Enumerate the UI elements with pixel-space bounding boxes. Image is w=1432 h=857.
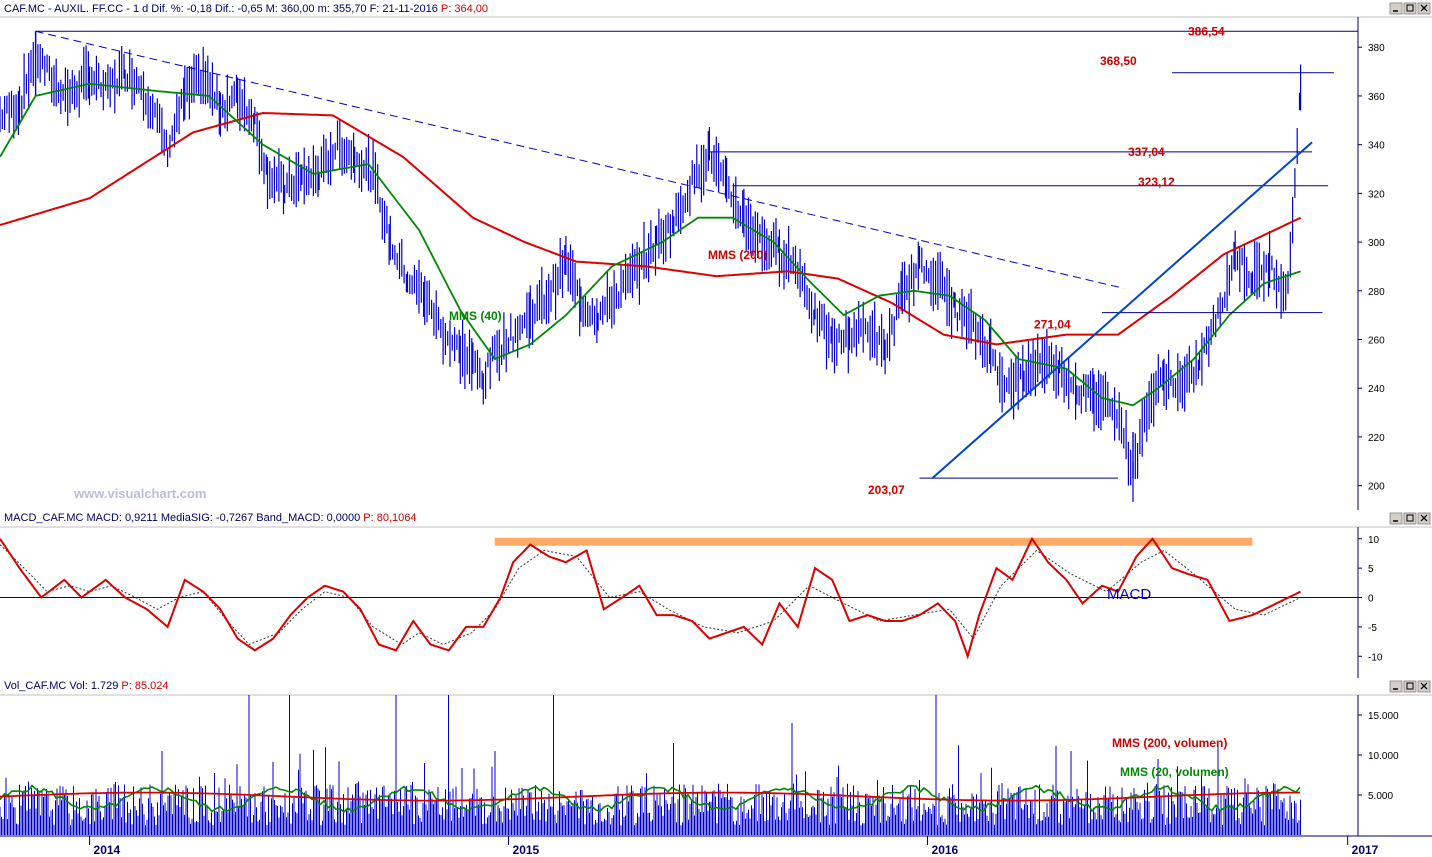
y-tick-label: 15.000 <box>1368 711 1399 722</box>
maximize-icon-frame <box>1403 680 1417 693</box>
y-tick-label: 280 <box>1368 287 1385 298</box>
uptrend-line <box>931 141 1313 480</box>
level-label: 368,50 <box>1100 54 1137 68</box>
macd-band <box>494 537 1253 546</box>
y-tick-label: 340 <box>1368 141 1385 152</box>
maximize-icon-glyph <box>1406 4 1414 12</box>
mms40-line <box>0 82 1301 407</box>
close-icon-glyph <box>1420 682 1428 690</box>
minimize-icon[interactable] <box>1389 2 1403 15</box>
close-icon-glyph <box>1420 4 1428 12</box>
y-tick-label: 240 <box>1368 384 1385 395</box>
volume-header-last: P: 85.024 <box>121 680 168 692</box>
x-tick-label: 2014 <box>94 843 121 857</box>
y-tick-label: 0 <box>1368 594 1374 605</box>
vma200-line <box>0 791 1300 802</box>
level-label: 203,07 <box>868 483 905 497</box>
price-header-info: CAF.MC - AUXIL. FF.CC - 1 d Dif. %: -0,1… <box>4 3 441 15</box>
price-header: CAF.MC - AUXIL. FF.CC - 1 d Dif. %: -0,1… <box>4 3 488 15</box>
y-tick-label: 300 <box>1368 238 1385 249</box>
y-tick-label: 10 <box>1368 535 1380 546</box>
macd-line <box>0 536 1302 660</box>
level-label: 271,04 <box>1034 318 1071 332</box>
panel-header-bar <box>0 678 1432 695</box>
y-tick-label: 320 <box>1368 189 1385 200</box>
macd-header-last: P: 80,1064 <box>363 512 416 524</box>
level-label: 323,12 <box>1138 175 1175 189</box>
minimize-icon-frame <box>1389 2 1403 15</box>
y-tick-label: 5 <box>1368 564 1374 575</box>
volume-header: Vol_CAF.MC Vol: 1.729 P: 85.024 <box>4 680 169 692</box>
price-header-last: P: 364,00 <box>441 3 488 15</box>
level-label: 386,54 <box>1188 24 1225 38</box>
y-tick-label: 360 <box>1368 92 1385 103</box>
volume-header-info: Vol_CAF.MC Vol: 1.729 <box>4 680 121 692</box>
maximize-icon-frame <box>1403 512 1417 525</box>
close-icon-glyph <box>1420 514 1428 522</box>
close-icon[interactable] <box>1417 512 1431 525</box>
y-tick-label: 220 <box>1368 433 1385 444</box>
mms200-line <box>0 111 1302 346</box>
y-tick-label: 10.000 <box>1368 751 1399 762</box>
x-tick-label: 2016 <box>932 843 959 857</box>
maximize-icon-glyph <box>1406 514 1414 522</box>
macd-header-info: MACD_CAF.MC MACD: 0,9211 MediaSIG: -0,72… <box>4 512 363 524</box>
price-bars <box>0 31 1302 502</box>
mms200-label: MMS (200) <box>708 248 767 262</box>
macd-title: MACD <box>1107 586 1151 603</box>
y-tick-label: 200 <box>1368 482 1385 493</box>
y-tick-label: 5.000 <box>1368 791 1393 802</box>
y-tick-label: 380 <box>1368 43 1385 54</box>
minimize-icon[interactable] <box>1389 512 1403 525</box>
minimize-icon-frame <box>1389 680 1403 693</box>
maximize-icon-frame <box>1403 2 1417 15</box>
vma200-label: MMS (200, volumen) <box>1112 736 1227 750</box>
maximize-icon[interactable] <box>1403 680 1417 693</box>
close-icon[interactable] <box>1417 680 1431 693</box>
downtrend-line <box>35 30 1124 289</box>
y-tick-label: -5 <box>1368 623 1377 634</box>
minimize-icon-frame <box>1389 512 1403 525</box>
level-label: 337,04 <box>1128 145 1165 159</box>
panel-header-bar <box>0 0 1432 17</box>
x-tick-label: 2017 <box>1352 843 1379 857</box>
maximize-icon[interactable] <box>1403 512 1417 525</box>
vma20-line <box>0 784 1301 813</box>
maximize-icon-glyph <box>1406 682 1414 690</box>
minimize-icon[interactable] <box>1389 680 1403 693</box>
vma20-label: MMS (20, volumen) <box>1120 765 1229 779</box>
mms40-label: MMS (40) <box>449 309 502 323</box>
maximize-icon[interactable] <box>1403 2 1417 15</box>
watermark: www.visualchart.com <box>73 486 206 501</box>
close-icon[interactable] <box>1417 2 1431 15</box>
panel-header-bar <box>0 510 1432 527</box>
x-tick-label: 2015 <box>513 843 540 857</box>
y-tick-label: 260 <box>1368 336 1385 347</box>
y-tick-label: -10 <box>1368 652 1383 663</box>
macd-header: MACD_CAF.MC MACD: 0,9211 MediaSIG: -0,72… <box>4 512 417 524</box>
